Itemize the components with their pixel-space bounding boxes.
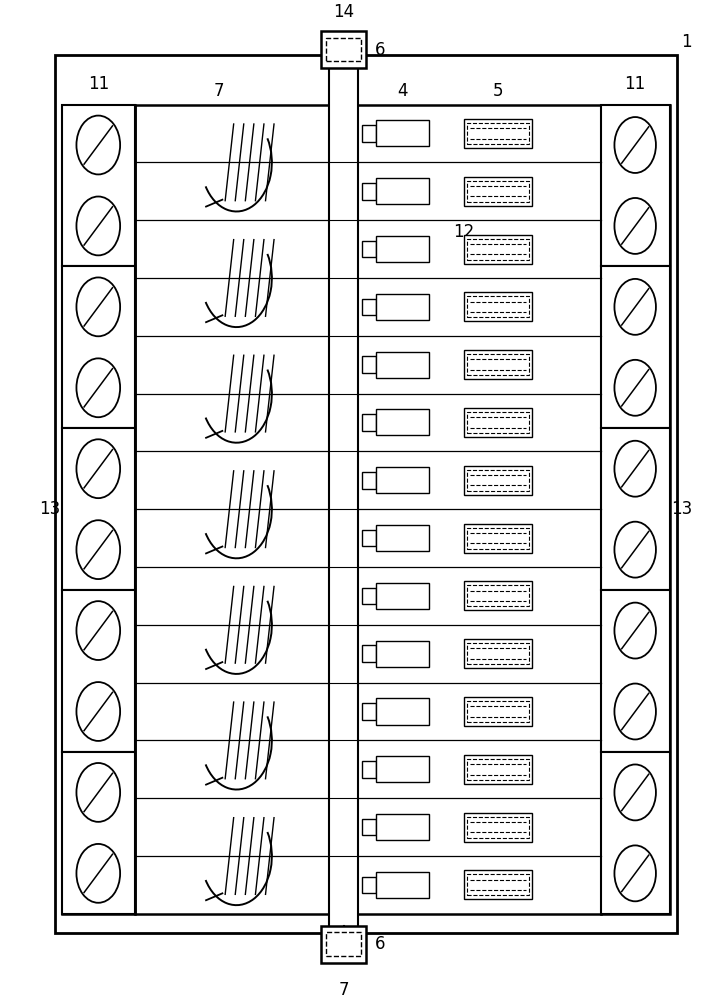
Bar <box>467 874 529 895</box>
Bar <box>464 119 532 148</box>
Text: 11: 11 <box>87 75 109 93</box>
Bar <box>376 467 429 493</box>
Bar <box>362 299 376 315</box>
Bar <box>329 46 358 948</box>
Bar <box>321 31 366 68</box>
Text: 5: 5 <box>493 82 504 100</box>
Bar <box>464 235 532 264</box>
Bar <box>376 525 429 551</box>
Bar <box>464 755 532 784</box>
Bar <box>464 813 532 842</box>
Bar <box>62 266 135 428</box>
Bar <box>362 703 376 720</box>
Bar <box>135 105 601 914</box>
Bar <box>326 38 361 61</box>
Bar <box>467 759 529 780</box>
Bar <box>62 105 135 266</box>
Bar <box>376 641 429 667</box>
Bar <box>362 761 376 778</box>
Text: 6: 6 <box>375 935 385 953</box>
Bar <box>376 583 429 609</box>
Bar <box>467 817 529 838</box>
Bar <box>362 183 376 200</box>
Bar <box>467 123 529 144</box>
Text: 12: 12 <box>454 223 475 241</box>
Bar <box>467 470 529 491</box>
Bar <box>62 428 135 590</box>
Bar <box>376 178 429 204</box>
Bar <box>376 814 429 840</box>
Bar <box>362 588 376 604</box>
Bar <box>467 239 529 260</box>
Bar <box>362 819 376 835</box>
Text: 7: 7 <box>213 82 223 100</box>
Bar <box>55 55 677 933</box>
Bar <box>464 177 532 206</box>
Bar <box>601 752 670 914</box>
Bar <box>467 296 529 317</box>
Bar <box>464 524 532 553</box>
Text: 4: 4 <box>397 82 408 100</box>
Bar <box>362 241 376 257</box>
Bar <box>467 701 529 722</box>
Text: 6: 6 <box>375 41 385 59</box>
Bar <box>62 752 135 914</box>
Bar <box>464 408 532 437</box>
Bar <box>601 105 670 914</box>
Bar <box>362 414 376 431</box>
Bar <box>464 639 532 668</box>
Bar <box>467 643 529 664</box>
Bar <box>376 756 429 782</box>
Bar <box>464 697 532 726</box>
Bar <box>601 590 670 752</box>
Bar <box>376 352 429 378</box>
Bar <box>601 266 670 428</box>
Bar <box>321 926 366 963</box>
Bar <box>464 581 532 610</box>
Bar <box>62 105 135 914</box>
Bar <box>601 428 670 590</box>
Bar <box>601 105 670 266</box>
Bar <box>362 472 376 489</box>
Bar <box>464 292 532 321</box>
Text: 11: 11 <box>625 75 646 93</box>
Text: 14: 14 <box>333 3 355 21</box>
Bar <box>376 409 429 435</box>
Bar <box>467 528 529 549</box>
Bar <box>376 294 429 320</box>
Bar <box>464 350 532 379</box>
Bar <box>362 645 376 662</box>
Bar <box>376 698 429 725</box>
Bar <box>326 932 361 956</box>
Bar <box>467 412 529 433</box>
Bar <box>467 354 529 375</box>
Bar <box>376 120 429 146</box>
Bar <box>376 236 429 262</box>
Bar <box>362 356 376 373</box>
Text: 13: 13 <box>670 500 692 518</box>
Bar <box>362 530 376 546</box>
Bar <box>464 870 532 899</box>
Text: 13: 13 <box>39 500 61 518</box>
Bar <box>362 877 376 893</box>
Bar <box>467 585 529 606</box>
Text: 1: 1 <box>681 33 692 51</box>
Bar <box>62 590 135 752</box>
Bar <box>362 125 376 142</box>
Bar <box>464 466 532 495</box>
Text: 7: 7 <box>339 981 349 999</box>
Bar <box>467 181 529 202</box>
Bar <box>376 872 429 898</box>
